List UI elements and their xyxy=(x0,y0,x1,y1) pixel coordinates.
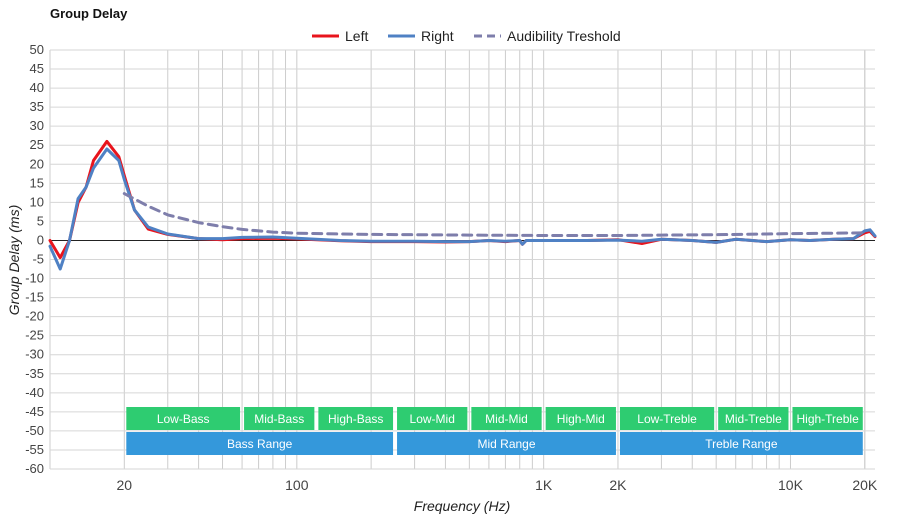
y-tick-label: 30 xyxy=(30,118,44,133)
x-axis-title: Frequency (Hz) xyxy=(414,498,510,514)
frequency-band-label: Mid Range xyxy=(477,437,535,451)
frequency-band-label: High-Bass xyxy=(328,412,383,426)
frequency-band-label: Mid-Mid xyxy=(485,412,528,426)
x-tick-label: 20 xyxy=(117,477,133,493)
frequency-band-label: Mid-Bass xyxy=(254,412,304,426)
frequency-band-label: Bass Range xyxy=(227,437,293,451)
y-tick-label: -45 xyxy=(25,404,44,419)
series-line-right xyxy=(48,147,877,271)
legend-label: Right xyxy=(421,28,454,44)
frequency-band xyxy=(397,432,616,455)
y-tick-label: -50 xyxy=(25,423,44,438)
chart-title: Group Delay xyxy=(50,6,128,21)
y-tick-label: -20 xyxy=(25,309,44,324)
y-tick-label: -40 xyxy=(25,385,44,400)
frequency-band xyxy=(126,432,394,455)
frequency-band xyxy=(318,407,394,430)
series-line-audibility-treshold xyxy=(122,192,867,237)
y-tick-label: -35 xyxy=(25,366,44,381)
y-tick-label: -10 xyxy=(25,271,44,286)
legend-label: Left xyxy=(345,28,368,44)
y-tick-label: -55 xyxy=(25,442,44,457)
frequency-band xyxy=(619,407,715,430)
y-tick-label: 5 xyxy=(37,213,44,228)
x-tick-label: 1K xyxy=(535,477,553,493)
frequency-band xyxy=(397,407,468,430)
y-tick-label: -60 xyxy=(25,461,44,476)
frequency-band-label: Mid-Treble xyxy=(725,412,782,426)
y-tick-label: 45 xyxy=(30,61,44,76)
frequency-band xyxy=(792,407,863,430)
y-tick-label: -25 xyxy=(25,328,44,343)
y-tick-label: 50 xyxy=(30,42,44,57)
frequency-band xyxy=(718,407,789,430)
y-tick-label: 20 xyxy=(30,156,44,171)
y-axis-title: Group Delay (ms) xyxy=(6,205,22,315)
frequency-band xyxy=(244,407,315,430)
frequency-band xyxy=(126,407,241,430)
x-tick-label: 2K xyxy=(609,477,627,493)
frequency-band-label: Low-Mid xyxy=(410,412,455,426)
frequency-band-label: Low-Treble xyxy=(637,412,697,426)
frequency-band-label: High-Treble xyxy=(797,412,860,426)
frequency-band xyxy=(619,432,863,455)
y-tick-label: 10 xyxy=(30,194,44,209)
y-tick-label: 40 xyxy=(30,80,44,95)
frequency-band-label: Low-Bass xyxy=(157,412,210,426)
y-tick-label: 25 xyxy=(30,137,44,152)
y-tick-label: -5 xyxy=(32,252,44,267)
y-tick-label: -15 xyxy=(25,290,44,305)
frequency-band xyxy=(545,407,616,430)
frequency-band-label: Treble Range xyxy=(705,437,778,451)
legend-label: Audibility Treshold xyxy=(507,28,621,44)
frequency-band xyxy=(471,407,542,430)
x-tick-label: 100 xyxy=(285,477,309,493)
y-tick-label: 0 xyxy=(37,232,44,247)
y-tick-label: 35 xyxy=(30,99,44,114)
y-tick-label: -30 xyxy=(25,347,44,362)
x-tick-label: 10K xyxy=(778,477,804,493)
y-tick-label: 15 xyxy=(30,175,44,190)
x-tick-label: 20K xyxy=(852,477,878,493)
frequency-band-label: High-Mid xyxy=(557,412,605,426)
